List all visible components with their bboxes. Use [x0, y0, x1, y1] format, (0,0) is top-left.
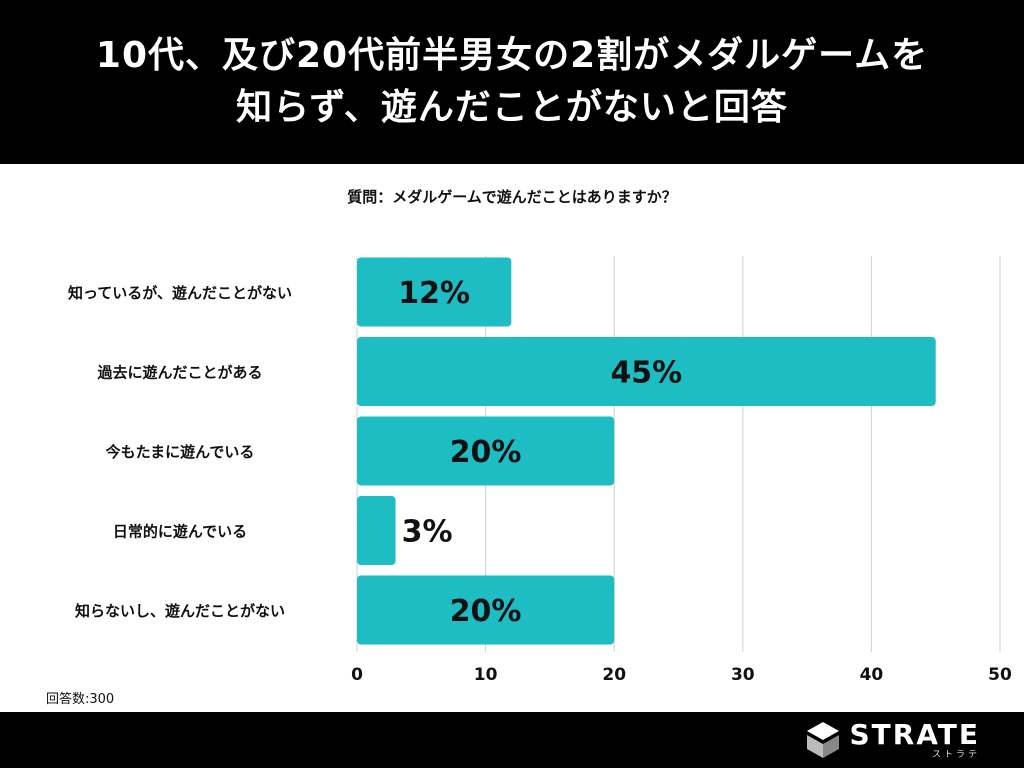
response-count: 回答数:300 — [46, 692, 115, 707]
title-line-2: 知らず、遊んだことがないと回答 — [236, 87, 788, 128]
bar — [357, 416, 615, 486]
title-banner: 10代、及び20代前半男女の2割がメダルゲームを 知らず、遊んだことがないと回答 — [0, 0, 1024, 164]
data-label: 20% — [450, 435, 522, 470]
question-text: 質問：メダルゲームで遊んだことはありますか？ — [347, 188, 677, 206]
data-label: 45% — [610, 356, 682, 391]
bar — [357, 575, 615, 645]
x-tick-label: 0 — [351, 665, 363, 685]
bar — [357, 496, 396, 565]
footer-bar: STRATE ストラテ — [0, 712, 1024, 768]
x-tick-label: 50 — [988, 665, 1012, 685]
title-line-1: 10代、及び20代前半男女の2割がメダルゲームを — [95, 35, 929, 76]
data-label: 12% — [398, 276, 470, 311]
bar-chart: 0 10 20 30 40 50 知っているが、遊んだことがない 12% 過去に遊んだことがある… — [68, 256, 1012, 685]
brand-subtitle: ストラテ — [931, 750, 980, 760]
category-label: 知っているが、遊んだことがない — [68, 284, 292, 302]
x-tick-label: 20 — [602, 665, 626, 685]
data-label: 3% — [402, 515, 453, 550]
bar — [357, 257, 512, 327]
bar — [357, 337, 936, 406]
strate-logo-icon — [807, 722, 840, 758]
category-label: 今もたまに遊んでいる — [105, 443, 255, 461]
brand-logo: STRATE ストラテ — [805, 716, 980, 764]
category-label: 日常的に遊んでいる — [113, 523, 247, 541]
x-tick-label: 30 — [731, 665, 755, 685]
brand-name: STRATE — [849, 718, 980, 751]
category-label: 過去に遊んだことがある — [96, 364, 262, 382]
x-tick-label: 10 — [474, 665, 498, 685]
data-label: 20% — [450, 594, 522, 629]
category-label: 知らないし、遊んだことがない — [75, 602, 285, 620]
x-tick-label: 40 — [860, 665, 884, 685]
